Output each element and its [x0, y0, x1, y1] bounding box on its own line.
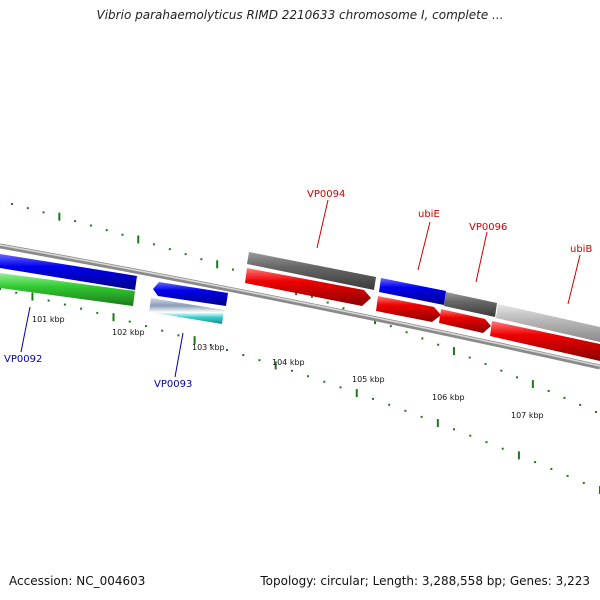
- inner-scale-ticks: [0, 288, 600, 494]
- chromosome-backbone: [0, 243, 600, 370]
- gene-feature-vp0096[interactable]: [444, 292, 497, 317]
- leader-vp0093: [174, 332, 184, 378]
- gene-feature-vp0093-arrow[interactable]: [153, 282, 228, 306]
- gene-feature-red-3[interactable]: [439, 309, 491, 333]
- gene-feature-vp0094[interactable]: [247, 252, 376, 290]
- tick-label-107kbp: 107 kbp: [511, 411, 544, 420]
- gene-label-ubie[interactable]: ubiE: [418, 209, 440, 220]
- tick-label-103kbp: 103 kbp: [192, 343, 225, 352]
- gene-feature-vp0092[interactable]: [0, 273, 135, 306]
- gene-label-vp0094[interactable]: VP0094: [307, 189, 345, 200]
- gene-label-vp0096[interactable]: VP0096: [469, 222, 507, 233]
- outer-scale-ticks: [11, 203, 597, 413]
- gene-feature-ubib[interactable]: [496, 304, 600, 342]
- tick-label-104kbp: 104 kbp: [272, 358, 305, 367]
- tick-label-102kbp: 102 kbp: [112, 328, 145, 337]
- gene-label-vp0092[interactable]: VP0092: [4, 354, 42, 365]
- gene-feature-ubie[interactable]: [379, 278, 446, 305]
- leader-ubib: [567, 254, 581, 305]
- tick-label-101kbp: 101 kbp: [32, 315, 65, 324]
- accession-label: Accession: NC_004603: [9, 574, 146, 588]
- gene-feature-red-1[interactable]: [245, 268, 371, 306]
- genome-summary: Topology: circular; Length: 3,288,558 bp…: [260, 574, 590, 588]
- tick-label-105kbp: 105 kbp: [352, 375, 385, 384]
- map-title: Vibrio parahaemolyticus RIMD 2210633 chr…: [96, 8, 504, 22]
- gene-label-vp0093[interactable]: VP0093: [154, 379, 192, 390]
- gene-feature-vp0093-band[interactable]: [149, 298, 224, 324]
- leader-vp0092: [20, 306, 31, 353]
- tick-label-106kbp: 106 kbp: [432, 393, 465, 402]
- leader-vp0094: [316, 199, 329, 249]
- gene-feature-blue[interactable]: [0, 254, 137, 290]
- gene-label-ubib[interactable]: ubiB: [570, 244, 592, 255]
- gene-feature-red-4[interactable]: [490, 321, 600, 361]
- gene-feature-red-2[interactable]: [376, 296, 441, 322]
- chromosome-backbone-highlight: [0, 244, 600, 367]
- leader-ubie: [417, 221, 431, 271]
- leader-vp0096: [475, 231, 488, 283]
